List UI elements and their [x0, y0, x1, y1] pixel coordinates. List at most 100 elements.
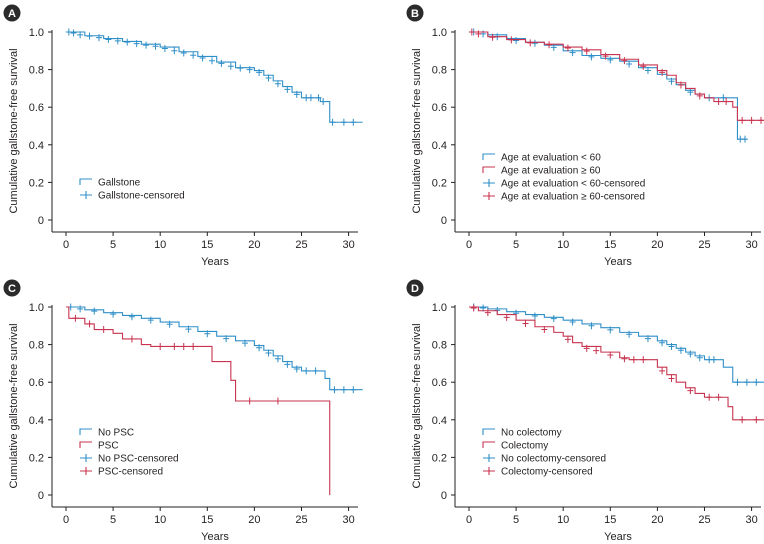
- censor-mark: [659, 367, 666, 375]
- legend: Gallstone Gallstone-censored: [79, 178, 185, 202]
- censor-mark: [95, 34, 102, 42]
- censor-mark: [70, 29, 77, 37]
- survival-step-line: [469, 31, 747, 140]
- x-tick-label: 25: [295, 239, 307, 251]
- censor-mark: [303, 367, 310, 375]
- censor-mark: [340, 118, 347, 126]
- censor-mark: [677, 81, 684, 89]
- legend-step-symbol: [482, 441, 495, 448]
- censor-mark: [531, 312, 538, 320]
- censor-mark: [152, 42, 159, 50]
- x-tick-label: 20: [248, 514, 260, 526]
- censor-mark: [621, 57, 628, 65]
- legend-label: Colectomy-censored: [501, 467, 593, 478]
- censor-mark: [564, 44, 571, 52]
- censor-mark: [503, 313, 510, 321]
- x-axis-title: Years: [604, 256, 632, 268]
- censor-mark: [110, 310, 117, 318]
- series-no-psc: [66, 303, 363, 394]
- panel-letter: C: [8, 283, 16, 295]
- panel-letter-badge: C: [3, 279, 21, 297]
- censor-mark: [128, 313, 135, 321]
- legend-item: Age at evaluation < 60-censored: [483, 179, 645, 190]
- censor-mark: [564, 335, 571, 343]
- y-tick-label: 0: [38, 490, 44, 502]
- panel-letter-circle: [3, 4, 21, 22]
- x-tick-label: 20: [248, 239, 260, 251]
- censor-mark: [696, 354, 703, 362]
- x-tick-label: 20: [651, 239, 663, 251]
- panel-c: C 0 0.2 0.4 0.6 0.8 1.0 0 5 10 15 20 25 30 Years Cumula…: [3, 279, 363, 543]
- legend-item: No colectomy: [482, 428, 562, 439]
- censor-mark: [265, 74, 272, 82]
- censor-mark: [312, 367, 319, 375]
- panel-b: B 0 0.2 0.4 0.6 0.8 1.0 0 5 10 15 20 25 30 Years Cumula…: [406, 4, 764, 268]
- legend-item: No PSC-censored: [80, 454, 179, 465]
- x-tick-label: 0: [466, 239, 472, 251]
- censor-mark: [513, 36, 520, 44]
- y-tick-label: 0: [38, 215, 44, 227]
- x-tick-label: 30: [342, 514, 354, 526]
- x-tick-label: 0: [63, 514, 69, 526]
- censor-mark: [199, 54, 206, 62]
- censor-mark: [743, 378, 750, 386]
- panel-d: D 0 0.2 0.4 0.6 0.8 1.0 0 5 10 15 20 25 30 Years Cumula…: [406, 279, 764, 543]
- y-tick-label: 0.2: [29, 452, 44, 464]
- censor-mark: [470, 304, 477, 312]
- censor-mark: [602, 52, 609, 60]
- censor-mark: [753, 416, 760, 424]
- censor-mark: [644, 67, 651, 75]
- legend: Age at evaluation < 60 Age at evaluation …: [482, 153, 645, 203]
- censor-mark: [284, 360, 291, 368]
- censor-mark: [128, 335, 135, 343]
- x-tick-label: 30: [745, 514, 757, 526]
- censor-mark: [157, 342, 164, 350]
- censor-mark: [100, 326, 107, 334]
- legend-label: No colectomy-censored: [501, 454, 606, 465]
- legend-censor-symbol: [80, 191, 92, 199]
- x-tick-label: 25: [295, 514, 307, 526]
- censor-mark: [583, 47, 590, 55]
- legend-censor-symbol: [483, 454, 495, 462]
- y-tick-label: 1.0: [29, 27, 44, 39]
- censor-mark: [86, 320, 93, 328]
- y-axis-title: Cumulative gallstone-free survival: [411, 48, 423, 213]
- legend-item: No colectomy-censored: [483, 454, 606, 465]
- censor-mark: [293, 365, 300, 373]
- censor-mark: [739, 116, 746, 124]
- x-tick-label: 0: [63, 239, 69, 251]
- x-tick-label: 15: [604, 239, 616, 251]
- censor-mark: [246, 66, 253, 74]
- censor-mark: [218, 59, 225, 67]
- censor-mark: [86, 32, 93, 40]
- y-tick-label: 0.8: [29, 340, 44, 352]
- censor-mark: [114, 37, 121, 45]
- legend-item: Colectomy-censored: [483, 467, 593, 478]
- censor-mark: [668, 374, 675, 382]
- censor-mark: [659, 68, 666, 76]
- x-tick-label: 10: [154, 514, 166, 526]
- y-tick-label: 0.6: [29, 377, 44, 389]
- censor-mark: [668, 77, 675, 85]
- censor-mark: [171, 342, 178, 350]
- legend-item: No PSC: [79, 428, 134, 439]
- censor-mark: [508, 36, 515, 44]
- legend-item: Gallstone-censored: [80, 191, 185, 202]
- x-axis-title: Years: [201, 256, 229, 268]
- censor-mark: [583, 344, 590, 352]
- legend-step-symbol: [482, 153, 495, 160]
- legend-censor-symbol: [80, 467, 92, 475]
- series-age-at-evaluation-60: [468, 28, 764, 124]
- censor-mark: [644, 335, 651, 343]
- y-tick-label: 0.6: [432, 377, 447, 389]
- censor-mark: [489, 33, 496, 41]
- censor-mark: [706, 393, 713, 401]
- y-tick-label: 0.8: [29, 65, 44, 77]
- legend-label: No colectomy: [501, 428, 562, 439]
- legend-label: Colectomy: [501, 441, 548, 452]
- series-age-at-evaluation-60: [469, 28, 748, 143]
- censor-mark: [274, 355, 281, 363]
- censor-mark: [256, 344, 263, 352]
- censor-mark: [640, 62, 647, 70]
